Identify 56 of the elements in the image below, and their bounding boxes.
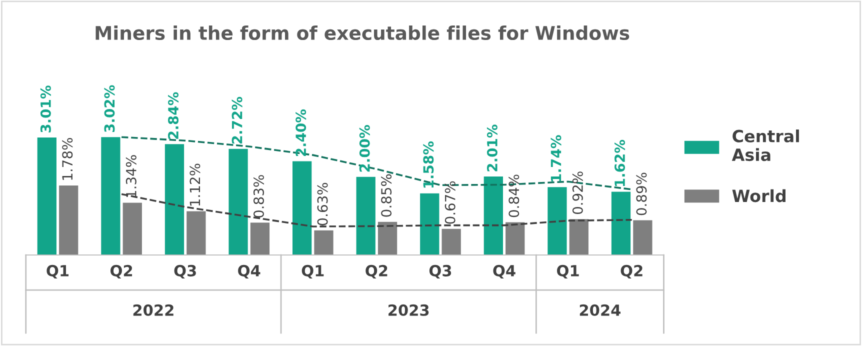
legend-label: Central Asia: [732, 130, 799, 162]
bar: [569, 219, 588, 255]
data-label: 0.67%: [444, 181, 456, 224]
bar: [228, 148, 248, 255]
data-label: 3.02%: [104, 85, 115, 132]
x-tick-label: Q3: [174, 264, 196, 278]
x-tick-label: Q1: [46, 264, 69, 278]
data-label: 1.34%: [126, 155, 136, 197]
bar: [59, 186, 78, 255]
data-label: 2.72%: [232, 96, 242, 144]
text: 2024: [580, 304, 621, 316]
bar: [442, 228, 461, 255]
x-tick-label: Q2: [366, 264, 388, 278]
data-label: 1.12%: [190, 164, 200, 206]
data-label: 0.89%: [636, 172, 647, 216]
x-tick-label: Q1: [557, 264, 579, 278]
x-tick-label: Q4: [493, 264, 516, 278]
bar: [506, 222, 525, 255]
bar: [101, 137, 120, 255]
data-label: 2.84%: [168, 92, 179, 139]
bar: [122, 202, 142, 255]
bar: [314, 230, 334, 255]
data-label: 2.00%: [359, 125, 370, 172]
x-tick-label: Q2: [110, 264, 132, 278]
bar: [378, 222, 398, 255]
bar: [420, 193, 440, 255]
data-label: 1.58%: [423, 141, 434, 188]
x-tick-label: Q1: [302, 264, 324, 278]
bar: [186, 211, 206, 255]
chart-title: Miners in the form of executable files for Windows: [96, 26, 630, 40]
bar: [292, 161, 312, 255]
text: 2022: [133, 304, 174, 316]
text: 2023: [388, 304, 429, 316]
data-label: 1.74%: [550, 135, 562, 182]
bar: [37, 137, 56, 255]
data-label: 0.85%: [381, 174, 392, 217]
data-label: 0.63%: [317, 182, 328, 226]
data-label: 1.78%: [62, 138, 73, 180]
legend-label: World: [732, 189, 786, 202]
data-label: 2.40%: [296, 109, 306, 156]
data-label: 0.92%: [572, 172, 583, 214]
data-label: 0.84%: [508, 174, 520, 218]
x-tick-label: Q2: [620, 264, 642, 278]
bar: [356, 176, 376, 255]
data-label: 1.62%: [614, 140, 626, 186]
x-tick-label: Q4: [238, 264, 260, 278]
data-label: 0.83%: [253, 175, 264, 218]
bar: [484, 176, 503, 255]
bar: [250, 222, 270, 255]
bar: [548, 187, 567, 255]
x-tick-label: Q3: [429, 264, 452, 278]
bar: [633, 220, 652, 255]
data-label: 3.01%: [40, 86, 51, 132]
bar: [164, 144, 184, 255]
bar: [611, 192, 631, 255]
data-label: 2.01%: [486, 124, 498, 172]
